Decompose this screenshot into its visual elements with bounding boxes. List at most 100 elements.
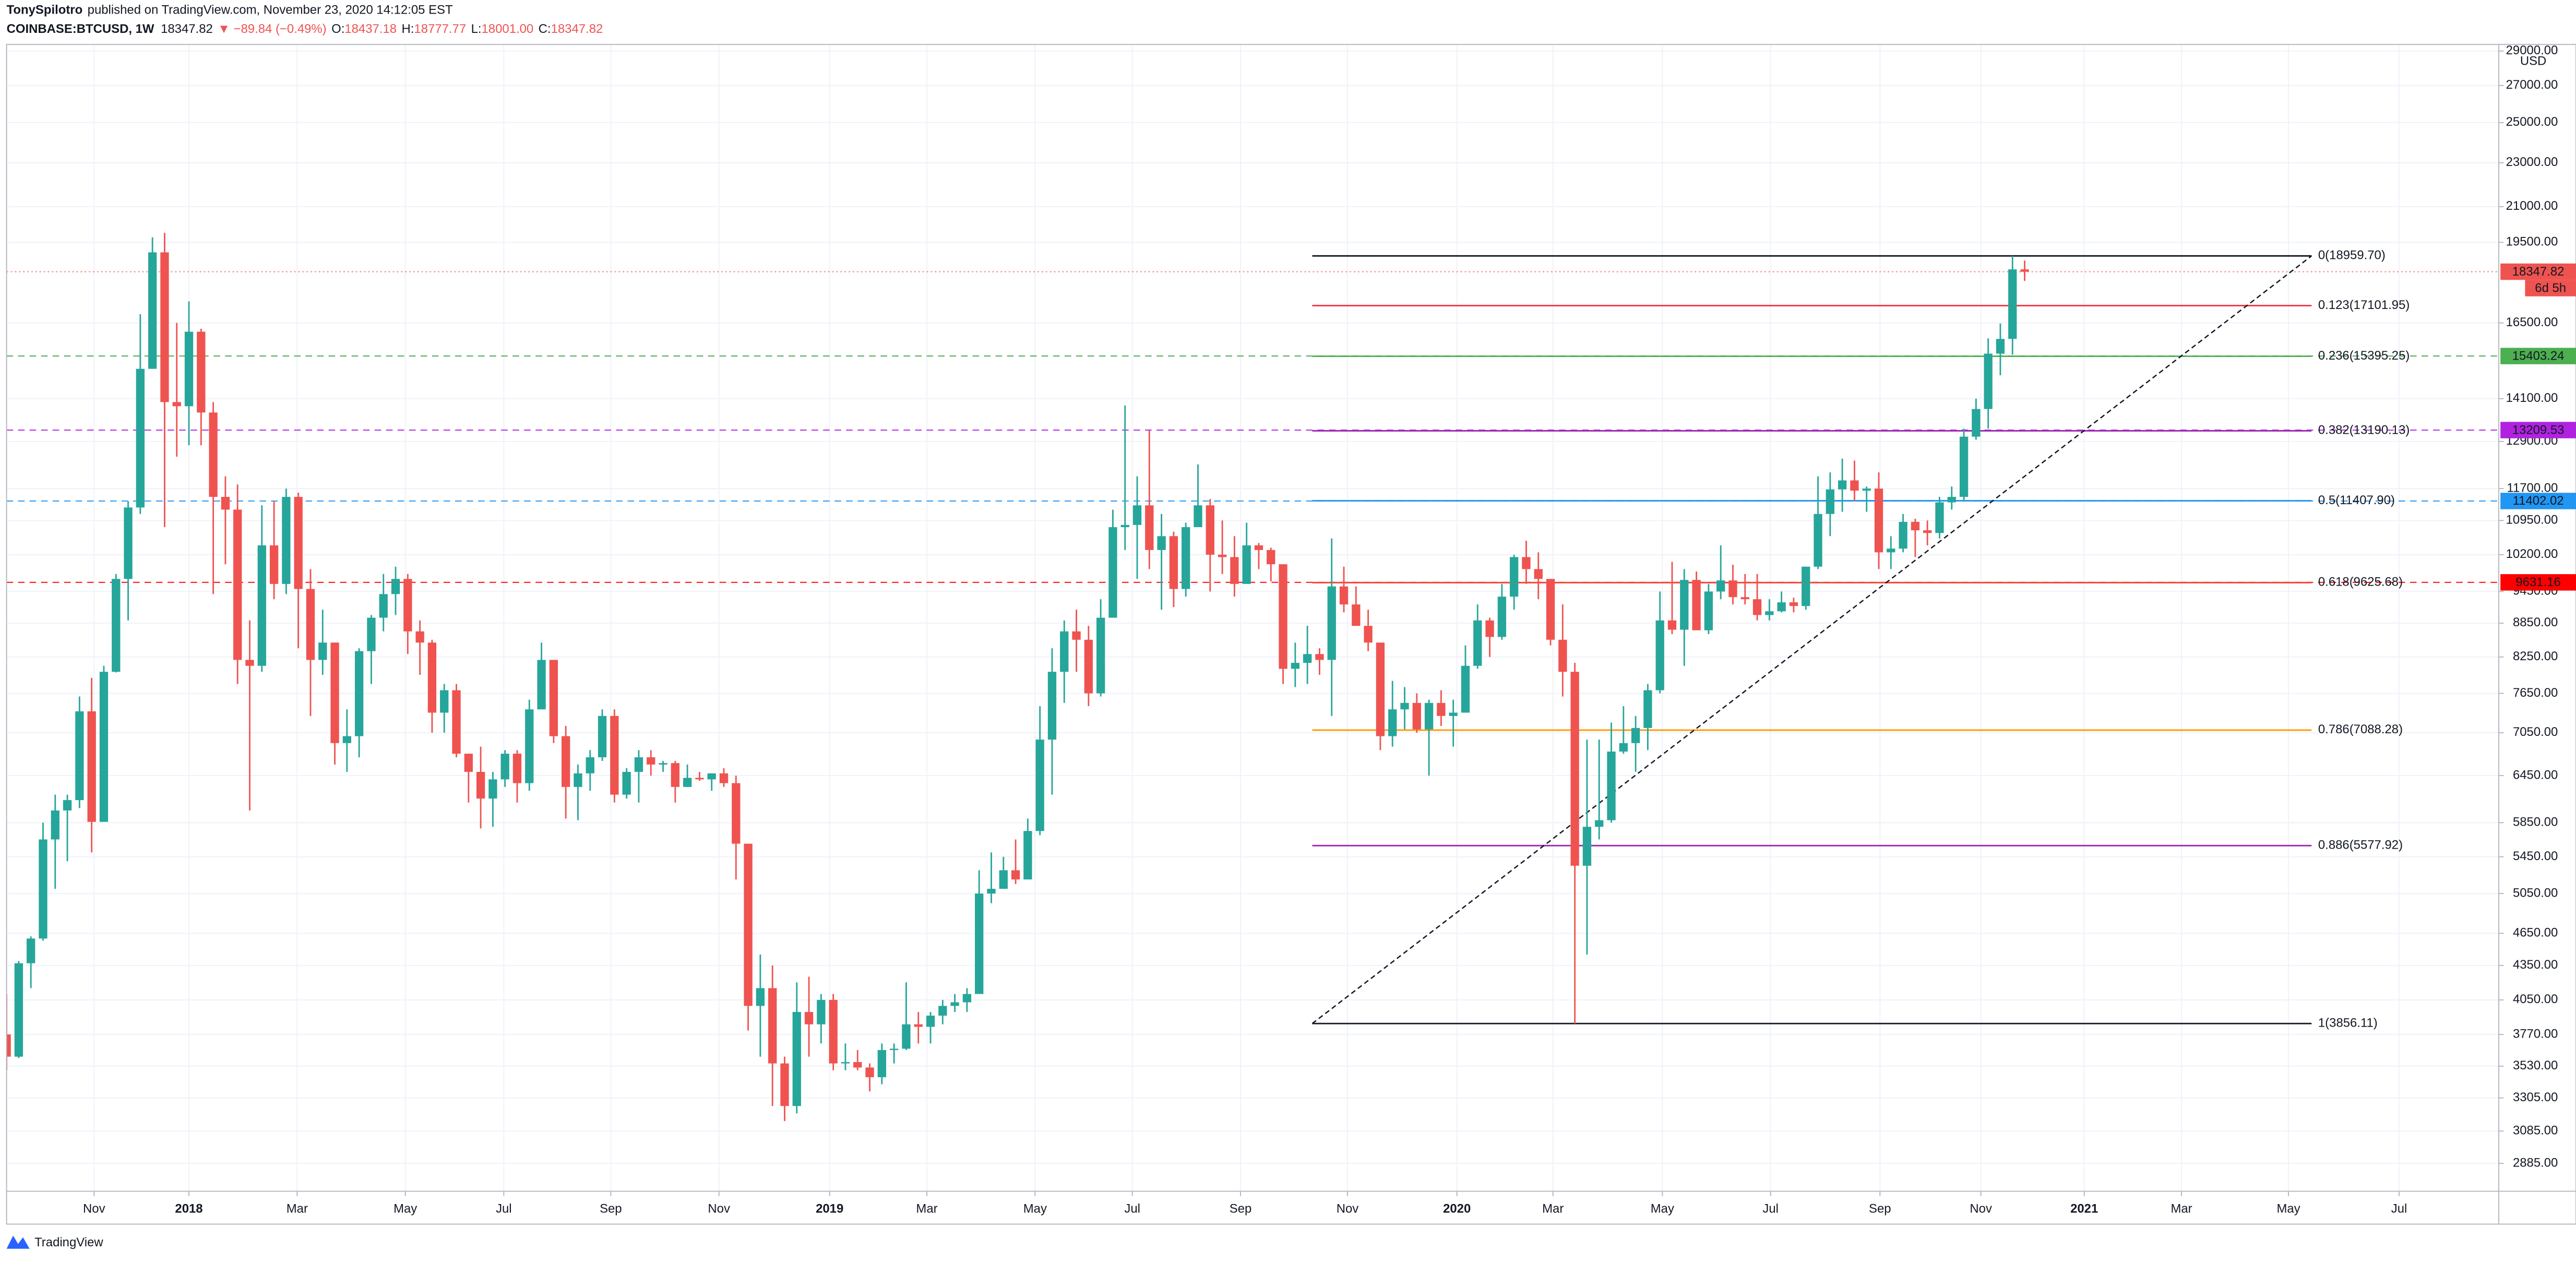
candle-body: [1692, 580, 1701, 630]
candle-body: [817, 999, 826, 1025]
candle-body: [914, 1024, 923, 1027]
candle-body: [427, 642, 437, 713]
candle-body: [1412, 703, 1421, 730]
y-tick-label: 4050.00: [2513, 992, 2558, 1006]
candle-body: [1291, 663, 1300, 669]
candle-body: [1582, 827, 1592, 866]
candle-body: [1254, 545, 1263, 550]
candle-body: [1619, 743, 1628, 752]
candle-body: [975, 894, 984, 994]
candle-body: [1716, 580, 1725, 592]
candle-body: [403, 579, 412, 632]
candle-body: [768, 988, 777, 1064]
candle-body: [294, 497, 303, 589]
candle-body: [1096, 617, 1105, 694]
candle-body: [330, 642, 339, 743]
y-tick-label: 8850.00: [2513, 615, 2558, 629]
candle-body: [209, 412, 218, 497]
candle-body: [562, 736, 570, 787]
candle-body: [537, 660, 546, 710]
candle-body: [1132, 505, 1142, 525]
candle-body: [683, 778, 692, 787]
candle-body: [1169, 536, 1178, 589]
candle-body: [841, 1062, 850, 1064]
candle-body: [367, 617, 376, 651]
fib-level-label: 0.886(5577.92): [2318, 838, 2403, 852]
author: TonySpilotro: [7, 3, 83, 17]
y-tick-label: 19500.00: [2506, 235, 2558, 249]
candle-body: [1704, 591, 1713, 630]
candle-body: [1802, 566, 1810, 606]
y-tick-label: 3530.00: [2513, 1058, 2558, 1073]
y-tick-label: 5050.00: [2513, 886, 2558, 900]
candle-body: [1206, 505, 1214, 555]
x-tick-label: May: [393, 1201, 417, 1216]
x-tick-label: Jul: [1762, 1201, 1779, 1216]
candle-body: [1655, 620, 1664, 690]
candle-body: [1862, 489, 1871, 491]
candle-body: [853, 1062, 862, 1068]
candle-body: [938, 1006, 947, 1016]
candle-body: [610, 716, 619, 795]
logo-mark: [6, 1235, 30, 1249]
candle-body: [1850, 480, 1859, 491]
ohlc-key: L:: [471, 22, 482, 36]
candle-body: [1218, 554, 1227, 557]
axes: Nov 2018 Mar May Jul Sep Nov 2019 Mar May Jul Sep No…: [83, 43, 2576, 1216]
candle-body: [1072, 631, 1081, 640]
candle-body: [257, 545, 266, 666]
candle-body: [1923, 530, 1932, 533]
x-tick-label: Nov: [1337, 1201, 1359, 1216]
candle-body: [695, 778, 704, 780]
candle-body: [1595, 820, 1604, 827]
candle-body: [2008, 269, 2017, 339]
ohlc-value: 18437.18: [344, 22, 397, 36]
candle-body: [1643, 690, 1652, 728]
y-tick-label: 8250.00: [2513, 649, 2558, 663]
candle-body: [452, 690, 461, 754]
x-tick-label: Sep: [600, 1201, 622, 1216]
candle-body: [1400, 703, 1409, 710]
candle-body: [1728, 580, 1737, 598]
countdown-box: [2525, 280, 2576, 296]
candle-body: [622, 771, 631, 795]
candle-body: [1497, 597, 1507, 637]
candle-body: [87, 711, 96, 822]
candle-body: [1510, 557, 1519, 597]
x-tick-label: Mar: [287, 1201, 308, 1216]
candle-body: [1959, 436, 1969, 497]
candle-body: [464, 754, 473, 772]
fib-level-label: 0.618(9625.68): [2318, 575, 2403, 589]
candle-body: [1279, 564, 1287, 669]
candle-body: [342, 736, 352, 743]
candle-body: [756, 988, 765, 1006]
candle-body: [1607, 751, 1616, 820]
candle-body: [1376, 642, 1385, 736]
candle-body: [598, 716, 607, 757]
candle-body: [926, 1015, 935, 1027]
x-tick-label: 2018: [175, 1201, 202, 1216]
candle-body: [804, 1011, 814, 1025]
candle-body: [671, 763, 679, 787]
x-tick-label: 2019: [816, 1201, 843, 1216]
candle-body: [1680, 580, 1689, 630]
candle-body: [1485, 620, 1494, 637]
x-tick-label: Jul: [496, 1201, 512, 1216]
ohlc-key: O:: [331, 22, 344, 36]
candle-body: [306, 589, 315, 660]
x-tick-label: Nov: [708, 1201, 730, 1216]
frame: [6, 44, 2576, 1225]
x-tick-label: Jul: [1124, 1201, 1140, 1216]
candle-body: [2020, 269, 2029, 272]
candle-body: [574, 773, 582, 787]
candle-body: [415, 631, 424, 643]
x-tick-label: Sep: [1230, 1201, 1252, 1216]
ohlc-value: 18777.77: [414, 22, 466, 36]
candle-body: [1424, 703, 1434, 730]
fib-trend-line: [1311, 255, 2312, 1025]
candle-body: [1935, 502, 1944, 533]
grid: [6, 44, 2499, 1192]
candle-body: [1388, 709, 1397, 736]
candle-body: [440, 690, 449, 713]
candle-body: [902, 1024, 911, 1049]
